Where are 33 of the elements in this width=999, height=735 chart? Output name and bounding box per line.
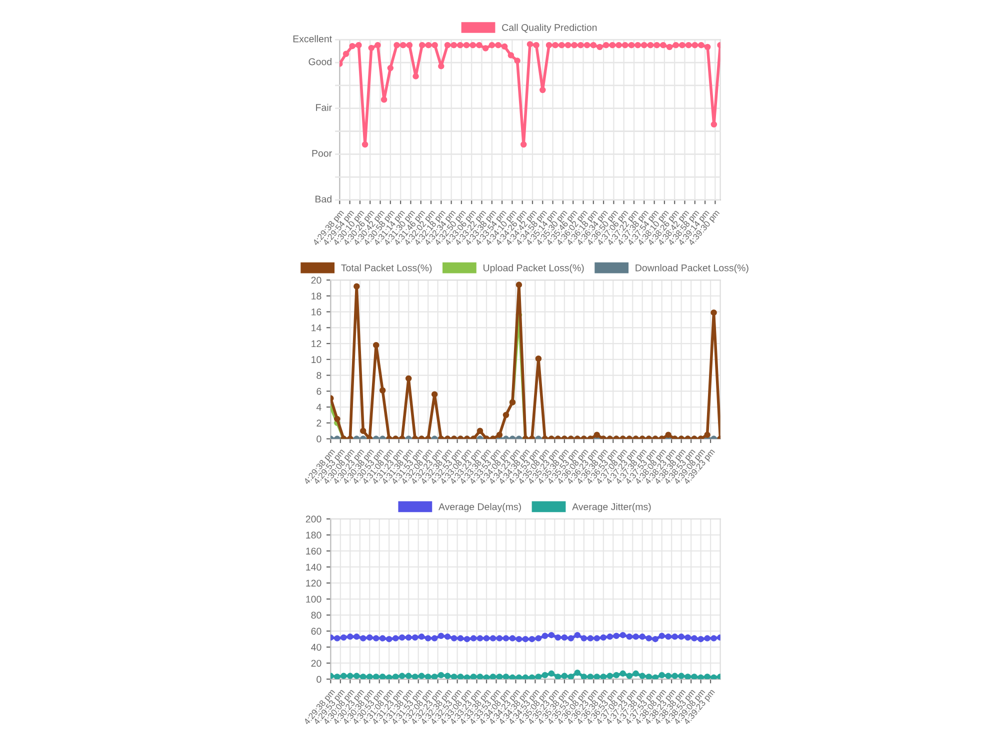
- y-tick-label: 20: [311, 660, 322, 667]
- legend-label: Average Jitter(ms): [572, 503, 651, 512]
- y-tick-label: 180: [306, 532, 322, 539]
- ref-line-label: Poor: [312, 150, 332, 157]
- y-tick-label: 40: [311, 644, 322, 651]
- legend-label: Total Packet Loss(%): [341, 264, 432, 274]
- ref-line-label: Good: [308, 58, 332, 66]
- y-tick-label: 2: [316, 420, 322, 426]
- y-tick-label: 12: [312, 340, 322, 348]
- y-tick-label: 80: [311, 612, 322, 619]
- ref-line-label: Excellent: [293, 35, 332, 42]
- y-tick-label: 6: [316, 388, 322, 395]
- y-tick-label: 18: [312, 292, 322, 300]
- ref-line-label: Bad: [316, 195, 332, 203]
- y-tick-label: 100: [306, 596, 322, 603]
- y-tick-label: 20: [311, 276, 322, 284]
- y-tick-label: 14: [312, 324, 322, 332]
- ref-line-label: Fair: [316, 104, 332, 111]
- y-tick-label: 0: [316, 436, 322, 442]
- legend-label: Average Delay(ms): [438, 503, 521, 512]
- y-tick-label: 120: [306, 580, 322, 587]
- y-tick-label: 8: [316, 372, 322, 379]
- y-tick-label: 140: [306, 564, 322, 571]
- legend-label: Download Packet Loss(%): [636, 264, 748, 274]
- y-tick-label: 4: [316, 404, 322, 411]
- y-tick-label: 10: [312, 356, 322, 364]
- y-tick-label: 16: [312, 308, 322, 316]
- y-tick-label: 200: [306, 516, 322, 523]
- y-tick-label: 60: [311, 628, 322, 635]
- legend-label: Call Quality Prediction: [502, 24, 597, 33]
- y-tick-label: 0: [316, 676, 322, 683]
- y-tick-label: 160: [306, 548, 322, 555]
- legend-label: Upload Packet Loss(%): [484, 264, 584, 274]
